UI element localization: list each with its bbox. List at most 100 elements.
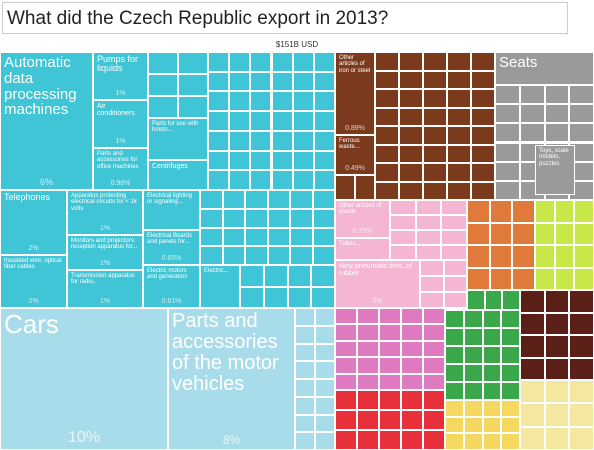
tile-decor: [390, 230, 416, 245]
tile-decor: [399, 126, 423, 145]
tile-decor: [482, 328, 502, 346]
tile-decor: [512, 222, 535, 245]
tile-decor: [447, 70, 471, 89]
tile-decor: [208, 111, 230, 131]
tile-decor: [335, 340, 357, 358]
tile-decor: [495, 180, 520, 200]
tile: Centrifuges: [148, 160, 208, 190]
tile-decor: [423, 52, 447, 71]
tile-decor: [271, 91, 293, 112]
tile-decor: [267, 246, 290, 265]
tile-decor: [471, 163, 495, 182]
tile: Parts and accessories of the motor vehic…: [168, 308, 295, 450]
tile-decor: [295, 325, 315, 344]
tile-value: 0.61%: [161, 298, 182, 305]
tile-decor: [390, 215, 416, 230]
tile-decor: [292, 71, 314, 92]
tile-decor: [423, 89, 447, 108]
tile-decor: [263, 286, 288, 308]
tile: Pumps for liquids 1%: [93, 52, 148, 100]
tile-name: Automatic data processing machines: [4, 54, 77, 119]
tile-decor: [423, 144, 447, 163]
chart-title: What did the Czech Republic export in 20…: [2, 2, 568, 34]
tile: Air conditioners 1%: [93, 100, 148, 148]
tile-decor: [208, 130, 230, 151]
tile-decor: [495, 161, 520, 181]
tile-decor: [463, 433, 483, 450]
tile-decor: [535, 200, 555, 223]
tile-decor: [471, 107, 495, 126]
tile-decor: [357, 308, 379, 325]
tile-decor: [379, 308, 401, 325]
tile-decor: [287, 286, 312, 308]
tile-decor: [569, 290, 594, 313]
tile-decor: [178, 74, 208, 96]
tile-decor: [445, 346, 464, 364]
tile-decor: [375, 52, 399, 71]
tile-decor: [379, 430, 401, 450]
tile: Electrical Boards and panels for... 0.65%: [143, 230, 200, 265]
tile-decor: [313, 130, 335, 151]
tile-decor: [178, 96, 208, 118]
tile-decor: [375, 70, 399, 89]
tile-name: Other articles of plastic: [339, 203, 382, 216]
tile-decor: [250, 111, 272, 131]
tile-decor: [401, 308, 423, 325]
tile-decor: [267, 227, 290, 247]
tile-decor: [245, 208, 268, 228]
tile-decor: [520, 312, 545, 335]
tile-decor: [148, 74, 178, 96]
tile-decor: [463, 310, 483, 328]
tile-name: Electrical Boards and panels for...: [147, 233, 193, 246]
tile: Cars 10%: [0, 308, 168, 450]
tile-decor: [399, 89, 423, 108]
tile-decor: [445, 364, 464, 382]
tile: Automatic data processing machines 6%: [0, 52, 93, 190]
tile-decor: [315, 414, 335, 433]
tile-name: Pumps for liquids: [97, 54, 139, 74]
tile-decor: [357, 373, 379, 390]
tile-decor: [443, 276, 467, 292]
tile-decor: [271, 170, 293, 190]
tile-decor: [245, 227, 268, 247]
tile-value: 1%: [99, 260, 111, 267]
tile-name: New pneumatic tires, of rubber: [339, 263, 413, 278]
tile-decor: [399, 163, 423, 182]
tile: Apparatus protecting electrical circuits…: [67, 190, 143, 235]
tile-decor: [222, 190, 245, 209]
tile-decor: [290, 190, 313, 209]
tile: Electric...: [200, 265, 240, 308]
tile-decor: [482, 416, 502, 434]
tile-decor: [335, 430, 357, 450]
tile-decor: [379, 324, 401, 341]
tile-decor: [295, 308, 315, 326]
tile-decor: [489, 200, 513, 223]
tile-decor: [401, 357, 423, 374]
tile-decor: [295, 379, 315, 397]
tile-decor: [357, 410, 379, 430]
tile-decor: [519, 104, 545, 124]
tile-decor: [229, 170, 251, 190]
tile-decor: [313, 170, 335, 190]
tile-decor: [467, 290, 485, 310]
tile-decor: [390, 200, 416, 215]
tile-decor: [420, 292, 444, 308]
tile-decor: [240, 265, 264, 287]
tile-decor: [520, 403, 545, 427]
tile-value: 0.49%: [345, 165, 365, 172]
tile-value: 2%: [28, 245, 39, 252]
tile-decor: [569, 85, 594, 105]
tile-decor: [312, 190, 335, 209]
tile-value: 1%: [99, 225, 111, 232]
tile-decor: [401, 390, 423, 410]
tile-decor: [312, 246, 335, 265]
tile-decor: [519, 85, 545, 105]
tile-decor: [512, 200, 535, 223]
tile-name: Centrifuges: [152, 163, 188, 170]
tile-decor: [423, 163, 447, 182]
tile-decor: [271, 111, 293, 131]
tile-decor: [495, 104, 520, 124]
tile: New pneumatic tires, of rubber 2%: [335, 260, 420, 308]
tile-decor: [267, 208, 290, 228]
